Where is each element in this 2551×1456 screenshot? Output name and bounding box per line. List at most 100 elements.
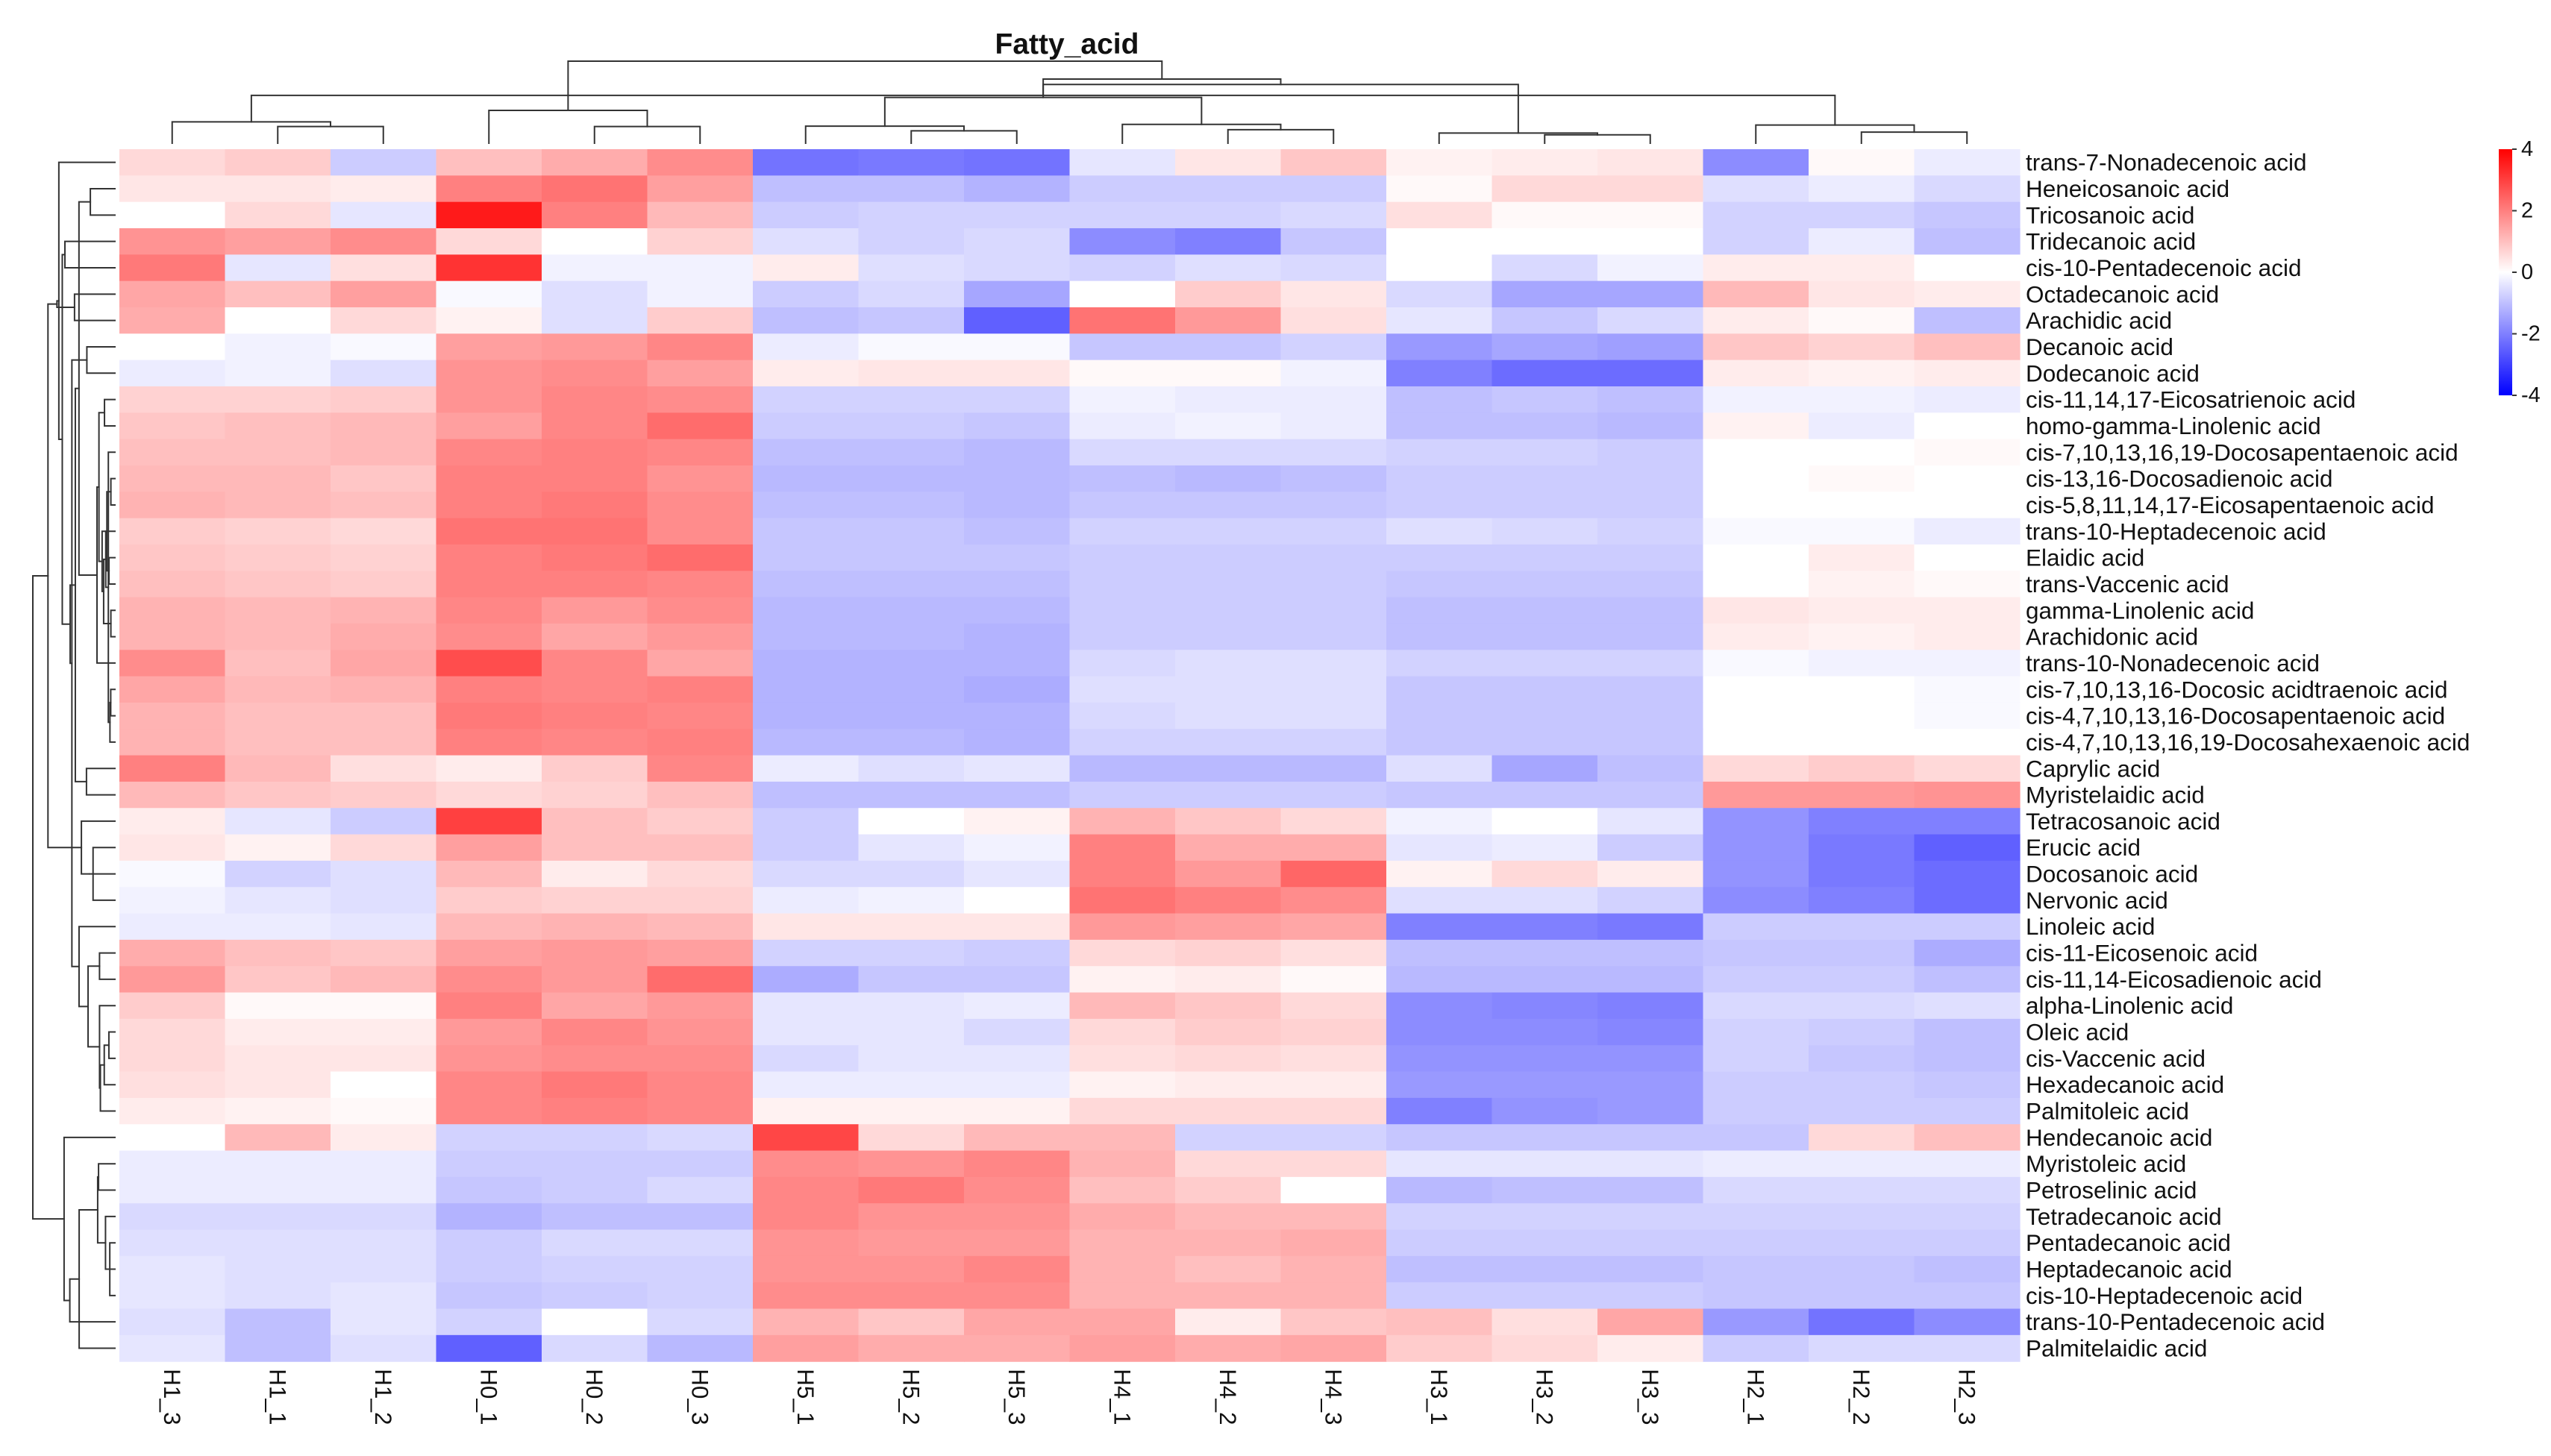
heatmap-cell xyxy=(1175,1176,1282,1204)
heatmap-cell xyxy=(753,333,860,361)
heatmap-cell xyxy=(753,1097,860,1125)
heatmap-cell xyxy=(542,412,648,440)
heatmap-cell xyxy=(1703,676,1809,703)
heatmap-cell xyxy=(1597,1308,1704,1336)
heatmap-cell xyxy=(858,1045,965,1073)
heatmap-cell xyxy=(1597,913,1704,941)
heatmap-cell xyxy=(1386,1203,1493,1231)
chart-title: Fatty_acid xyxy=(995,28,1139,60)
heatmap-cell xyxy=(331,623,437,650)
heatmap-cell xyxy=(964,887,1071,914)
heatmap-cell xyxy=(1069,254,1176,282)
heatmap-cell xyxy=(542,1150,648,1178)
heatmap-cell xyxy=(331,702,437,729)
heatmap-cell xyxy=(647,333,754,361)
heatmap-cell xyxy=(225,913,331,941)
heatmap-cell xyxy=(647,1018,754,1046)
heatmap-cell xyxy=(1492,623,1598,650)
legend-tick-label: 4 xyxy=(2521,137,2533,161)
row-label: Tricosanoic acid xyxy=(2026,201,2194,228)
heatmap-cell xyxy=(542,676,648,703)
heatmap-cell xyxy=(331,1334,437,1362)
heatmap-cell xyxy=(647,781,754,809)
row-label: Oleic acid xyxy=(2026,1019,2129,1046)
heatmap-cell xyxy=(1175,781,1282,809)
heatmap-cell xyxy=(119,1334,226,1362)
heatmap-cell xyxy=(1280,781,1387,809)
row-label: cis-10-Heptadecenoic acid xyxy=(2026,1282,2303,1309)
heatmap-cell xyxy=(1809,254,1915,282)
heatmap-cell xyxy=(225,254,331,282)
heatmap-cell xyxy=(542,386,648,413)
heatmap-cell xyxy=(858,887,965,914)
heatmap-cell xyxy=(1914,597,2021,624)
heatmap-cell xyxy=(542,860,648,888)
heatmap-cell xyxy=(542,834,648,862)
heatmap-cell xyxy=(1069,860,1176,888)
heatmap-cell xyxy=(1386,201,1493,229)
heatmap-cell xyxy=(225,729,331,756)
dendrogram-branch xyxy=(69,1278,116,1323)
heatmap-cell xyxy=(436,544,542,571)
heatmap-cell xyxy=(542,228,648,255)
heatmap-cell xyxy=(1703,1124,1809,1152)
heatmap-cell xyxy=(1809,702,1915,729)
heatmap-cell xyxy=(1809,1176,1915,1204)
heatmap-cell xyxy=(647,544,754,571)
heatmap-cell xyxy=(1703,175,1809,203)
heatmap-cell xyxy=(1492,781,1598,809)
heatmap-cell xyxy=(1175,1255,1282,1283)
heatmap-cell xyxy=(964,149,1071,176)
heatmap-cell xyxy=(542,1203,648,1231)
heatmap-cell xyxy=(1703,149,1809,176)
heatmap-cell xyxy=(1914,518,2021,545)
heatmap-cell xyxy=(1280,1176,1387,1204)
heatmap-cell xyxy=(1386,307,1493,334)
heatmap-cell xyxy=(1914,755,2021,782)
color-legend-bar xyxy=(2499,149,2512,395)
heatmap-cell xyxy=(753,1229,860,1257)
heatmap-cell xyxy=(225,175,331,203)
heatmap-cell xyxy=(1809,860,1915,888)
heatmap-cell xyxy=(1914,676,2021,703)
heatmap-cell xyxy=(1703,597,1809,624)
heatmap-cell xyxy=(1597,755,1704,782)
heatmap-cell xyxy=(1492,676,1598,703)
heatmap-cell xyxy=(1597,360,1704,387)
row-label: trans-7-Nonadecenoic acid xyxy=(2026,149,2306,176)
heatmap-cell xyxy=(1492,1097,1598,1125)
heatmap-cell xyxy=(753,544,860,571)
heatmap-cell xyxy=(1492,650,1598,677)
heatmap-cell xyxy=(1069,702,1176,729)
heatmap-cell xyxy=(331,544,437,571)
heatmap-cell xyxy=(964,439,1071,466)
heatmap-cell xyxy=(964,280,1071,308)
heatmap-cell xyxy=(542,913,648,941)
heatmap-cell xyxy=(1175,333,1282,361)
column-label: H2_2 xyxy=(1848,1369,1875,1425)
heatmap-cell xyxy=(542,175,648,203)
heatmap-cell xyxy=(1280,465,1387,492)
heatmap-cell xyxy=(1280,1203,1387,1231)
heatmap-cell xyxy=(119,729,226,756)
heatmap-cell xyxy=(647,1255,754,1283)
heatmap-cell xyxy=(1069,781,1176,809)
heatmap-cell xyxy=(1703,729,1809,756)
heatmap-cell xyxy=(1703,412,1809,440)
heatmap-cell xyxy=(1175,412,1282,440)
heatmap-cell xyxy=(119,254,226,282)
heatmap-cell xyxy=(225,597,331,624)
heatmap-cell xyxy=(1492,992,1598,1020)
heatmap-cell xyxy=(542,280,648,308)
heatmap-cell xyxy=(225,201,331,229)
heatmap-cell xyxy=(647,834,754,862)
heatmap-cell xyxy=(1175,1229,1282,1257)
heatmap-cell xyxy=(119,966,226,994)
row-label: Arachidic acid xyxy=(2026,307,2172,334)
heatmap-cell xyxy=(1914,966,2021,994)
heatmap-cell xyxy=(1703,1255,1809,1283)
heatmap-cell xyxy=(1386,1045,1493,1073)
heatmap-cell xyxy=(1386,755,1493,782)
heatmap-cell xyxy=(542,1282,648,1310)
heatmap-cell xyxy=(1809,1255,1915,1283)
